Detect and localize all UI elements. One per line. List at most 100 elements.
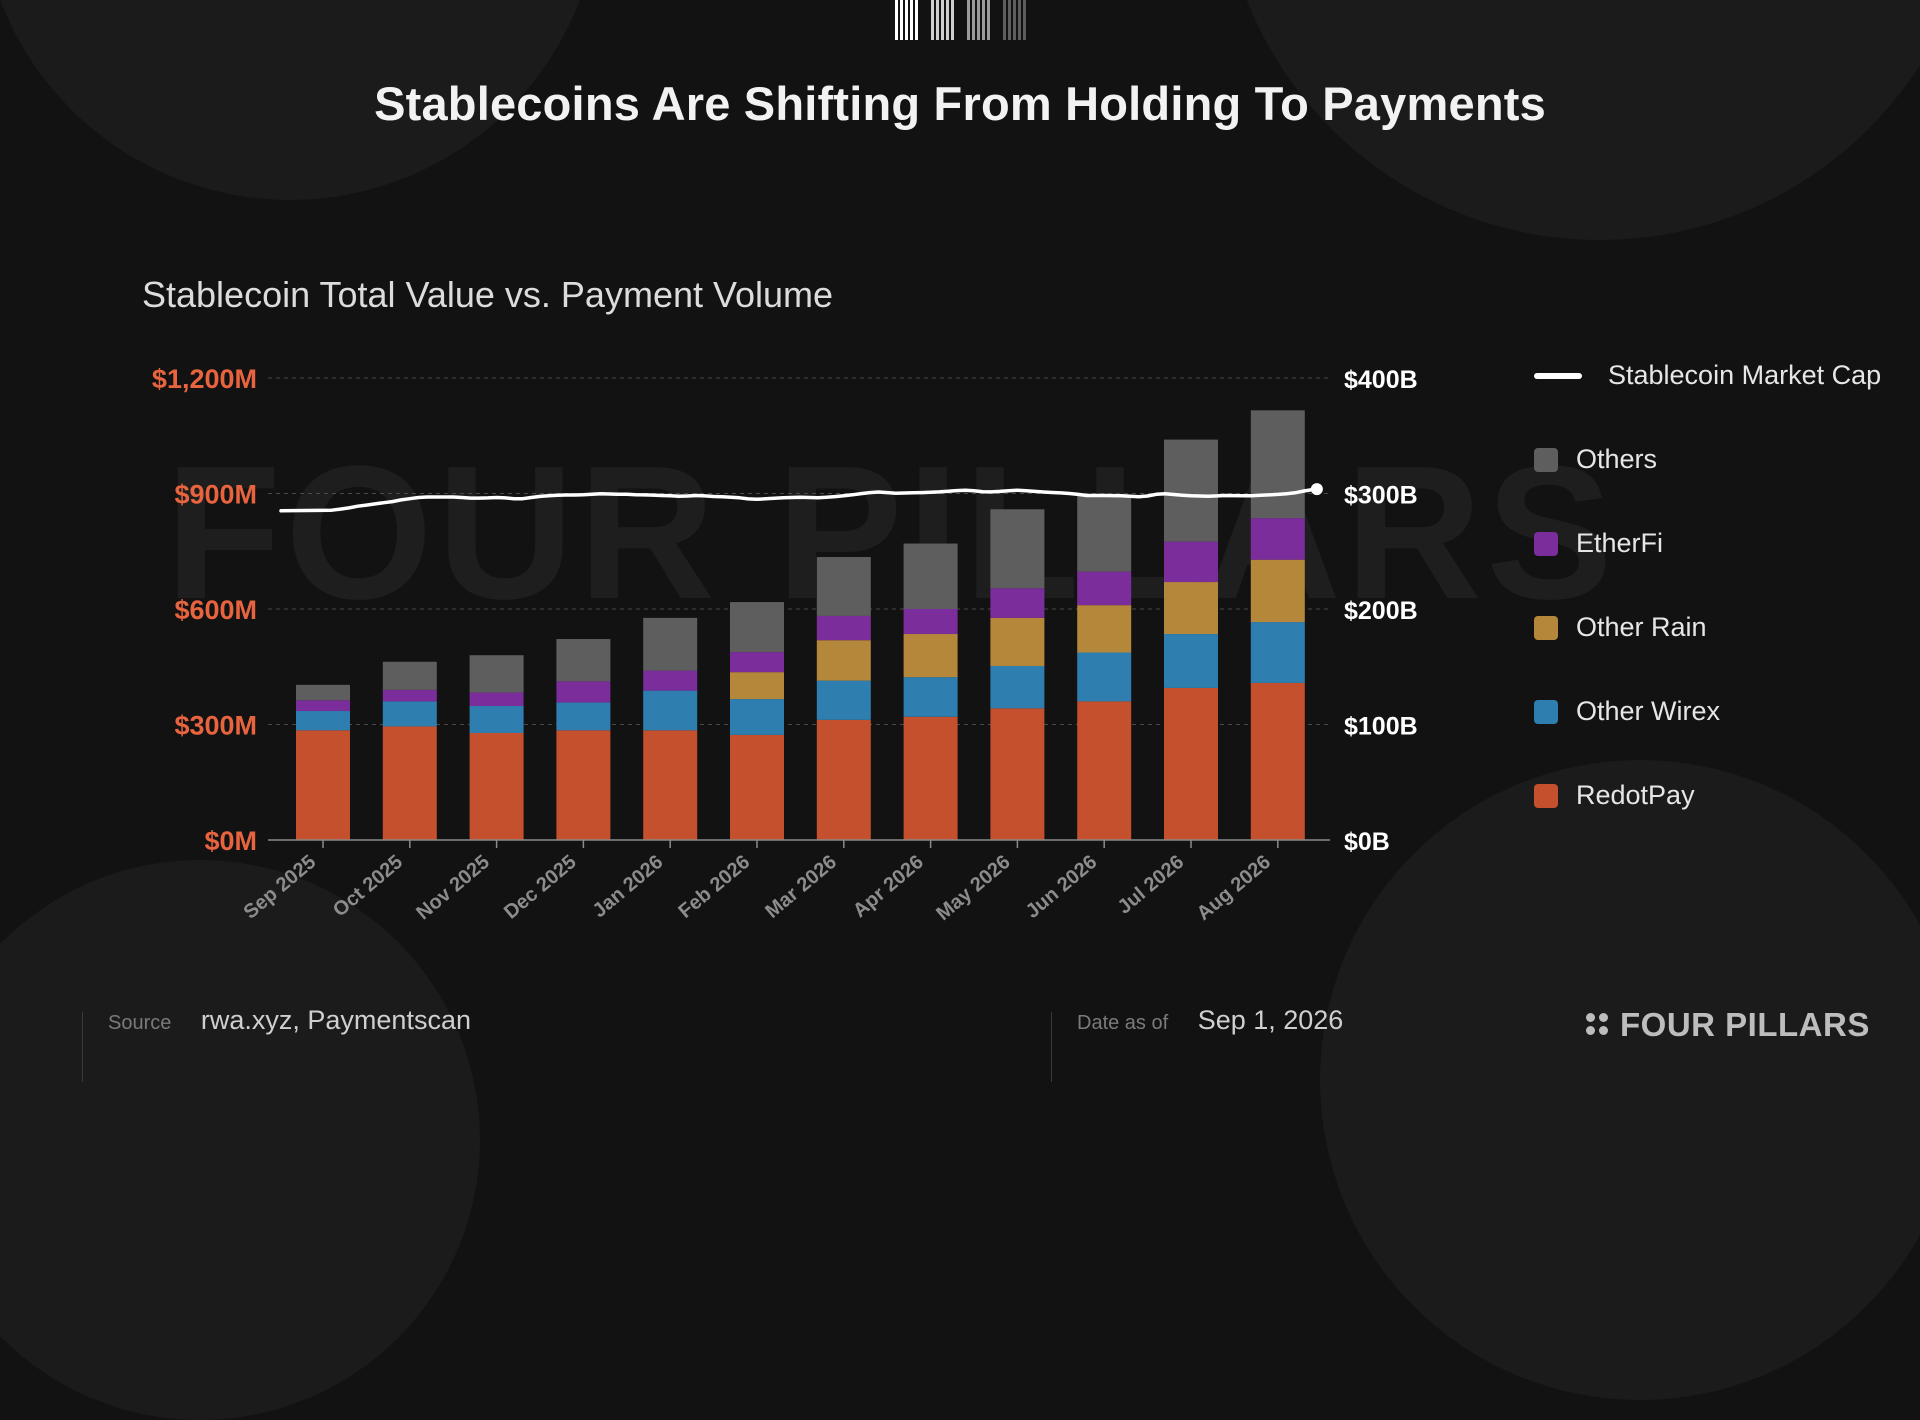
legend-item-market-cap: Stablecoin Market Cap xyxy=(1534,360,1881,391)
barcode-logo xyxy=(895,0,1027,40)
legend-label: Other Wirex xyxy=(1576,696,1721,726)
bar-segment xyxy=(1077,605,1132,653)
bar-segment xyxy=(730,699,784,735)
date-value: Sep 1, 2026 xyxy=(1197,1005,1344,1035)
bar-segment xyxy=(1077,571,1132,606)
x-tick-label: Sep 2025 xyxy=(240,851,321,924)
bar-segment xyxy=(730,602,784,653)
legend-swatch-icon xyxy=(1534,447,1558,472)
legend-label: RedotPay xyxy=(1576,780,1695,810)
y-tick-label-right: $300B xyxy=(1344,482,1418,510)
source-label: Source xyxy=(108,1012,172,1034)
bar-segment xyxy=(556,639,611,682)
y-tick-label-left: $600M xyxy=(174,595,257,625)
x-tick-label: Oct 2025 xyxy=(329,851,407,921)
bar-segment xyxy=(469,655,524,693)
bar-segment xyxy=(296,684,350,701)
x-tick-label: Dec 2025 xyxy=(500,851,581,924)
legend-swatch-icon xyxy=(1534,615,1558,640)
bar-segment xyxy=(1164,634,1218,688)
bar-segment xyxy=(643,730,698,840)
date-label: Date as of xyxy=(1077,1012,1169,1034)
bar-segment xyxy=(1164,541,1218,583)
brand-logo: FOUR PILLARS xyxy=(1586,1006,1870,1044)
y-tick-label-left: $0M xyxy=(204,826,257,856)
legend-item-other-rain: Other Rain xyxy=(1534,612,1707,643)
bar-segment xyxy=(556,730,611,840)
legend-swatch-icon xyxy=(1534,531,1558,556)
legend-label: Other Rain xyxy=(1576,612,1707,642)
source-value: rwa.xyz, Paymentscan xyxy=(200,1005,471,1035)
bar-segment xyxy=(1250,559,1305,623)
x-tick-label: Jan 2026 xyxy=(589,851,668,922)
x-tick-label: Jul 2026 xyxy=(1114,851,1189,919)
footer-date: Date as of Sep 1, 2026 xyxy=(1077,1005,1343,1036)
bar-segment xyxy=(730,652,784,673)
bar-segment xyxy=(816,615,871,641)
x-tick-label: Apr 2026 xyxy=(849,851,928,922)
stacked-bar-chart: FOUR PILLARS $0M $300M $600M $900M $1,200M $0… xyxy=(152,364,1617,925)
chart-title: Stablecoin Total Value vs. Payment Volum… xyxy=(142,274,834,315)
legend-item-other-wirex: Other Wirex xyxy=(1534,696,1720,727)
bar-segment xyxy=(296,700,350,712)
footer-source: Source rwa.xyz, Paymentscan xyxy=(108,1005,471,1036)
x-tick-label: May 2026 xyxy=(932,851,1014,925)
bar-segment xyxy=(990,509,1045,589)
market-cap-endpoint xyxy=(1310,483,1323,496)
bar-segment xyxy=(1077,652,1132,702)
bar-segment xyxy=(643,670,698,691)
bar-segment xyxy=(816,680,871,720)
bar-segment xyxy=(1164,582,1218,635)
bar-segment xyxy=(1250,410,1305,519)
dots-icon xyxy=(1586,1013,1610,1037)
bar-segment xyxy=(990,708,1045,840)
legend-item-others: Others xyxy=(1534,444,1657,475)
bar-segment xyxy=(816,640,871,681)
bar-segment xyxy=(382,726,437,840)
legend-swatch-icon xyxy=(1534,783,1558,808)
bar-segment xyxy=(296,711,350,731)
y-tick-label-right: $100B xyxy=(1344,713,1418,741)
footer-divider xyxy=(1051,1012,1052,1082)
watermark: FOUR PILLARS xyxy=(165,427,1617,639)
bar-segment xyxy=(382,689,437,702)
legend-label: EtherFi xyxy=(1576,528,1664,558)
legend-label: Stablecoin Market Cap xyxy=(1608,360,1882,390)
bar-segment xyxy=(903,677,958,717)
bar-segment xyxy=(296,730,350,840)
y-tick-label-left: $300M xyxy=(174,711,257,741)
y-tick-label-right: $400B xyxy=(1344,366,1418,394)
bar-segment xyxy=(903,543,958,609)
bar-segment xyxy=(1250,682,1305,840)
x-tick-label: Jun 2026 xyxy=(1022,851,1102,923)
bar-segment xyxy=(1077,701,1132,840)
x-tick-label: Nov 2025 xyxy=(412,851,493,924)
bar-segment xyxy=(469,732,524,840)
bar-segment xyxy=(643,690,698,731)
bar-segment xyxy=(382,701,437,727)
y-tick-label-right: $0B xyxy=(1344,828,1390,856)
legend-swatch-icon xyxy=(1534,699,1558,724)
bar-segment xyxy=(1250,518,1305,560)
x-tick-label: Aug 2026 xyxy=(1193,851,1275,925)
bar-segment xyxy=(903,634,958,678)
legend-label: Others xyxy=(1576,444,1658,474)
bar-segment xyxy=(730,734,784,840)
bar-segment xyxy=(469,706,524,733)
legend-item-etherfi: EtherFi xyxy=(1534,528,1663,559)
bar-segment xyxy=(556,681,611,703)
x-tick-label: Mar 2026 xyxy=(761,851,841,923)
bar-segment xyxy=(990,617,1045,666)
bar-segment xyxy=(1164,439,1218,542)
bar-segment xyxy=(903,716,958,840)
bar-segment xyxy=(556,702,611,731)
bar-segment xyxy=(903,609,958,635)
bar-segment xyxy=(1250,622,1305,683)
legend-line-icon xyxy=(1534,372,1582,379)
bar-segment xyxy=(1077,494,1132,572)
bar-segment xyxy=(382,661,437,690)
bar-segment xyxy=(816,719,871,840)
bar-segment xyxy=(730,672,784,700)
bar-segment xyxy=(643,617,698,671)
bar-segment xyxy=(469,692,524,707)
